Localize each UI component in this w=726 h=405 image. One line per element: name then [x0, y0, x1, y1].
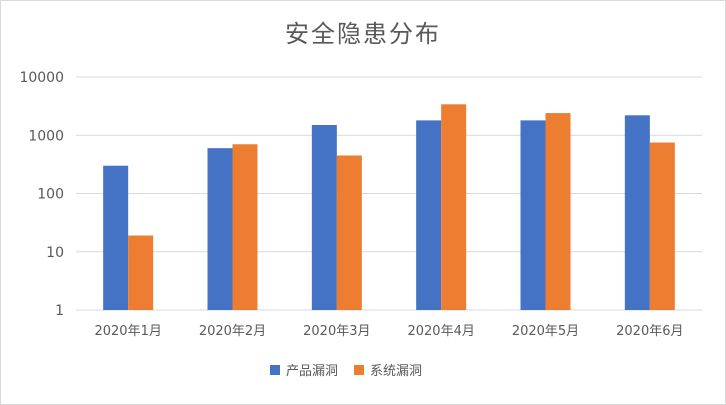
bar [207, 148, 233, 310]
y-tick-label: 10 [46, 245, 64, 261]
y-tick-label: 1000 [28, 128, 64, 144]
y-tick-label: 100 [37, 187, 64, 203]
bar [103, 165, 129, 310]
x-tick-label: 2020年4月 [407, 324, 474, 339]
legend-label: 系统漏洞 [370, 363, 422, 379]
bar [649, 142, 675, 310]
x-tick-label: 2020年1月 [94, 324, 161, 339]
bar [441, 104, 467, 310]
bar [232, 144, 258, 310]
y-tick-label: 10000 [19, 70, 64, 86]
bar [545, 113, 571, 310]
bar [311, 124, 337, 311]
legend-swatch [354, 365, 364, 375]
y-tick-label: 1 [55, 303, 64, 319]
bar [336, 155, 362, 310]
chart-title: 安全隐患分布 [285, 20, 441, 48]
bar [520, 120, 546, 311]
x-tick-label: 2020年2月 [199, 324, 266, 339]
x-tick-label: 2020年6月 [616, 324, 683, 339]
bar [416, 120, 442, 311]
legend-swatch [270, 365, 280, 375]
bar [624, 115, 650, 310]
legend-label: 产品漏洞 [286, 363, 338, 379]
x-tick-label: 2020年3月 [303, 324, 370, 339]
bar [128, 235, 154, 310]
x-tick-label: 2020年5月 [512, 324, 579, 339]
